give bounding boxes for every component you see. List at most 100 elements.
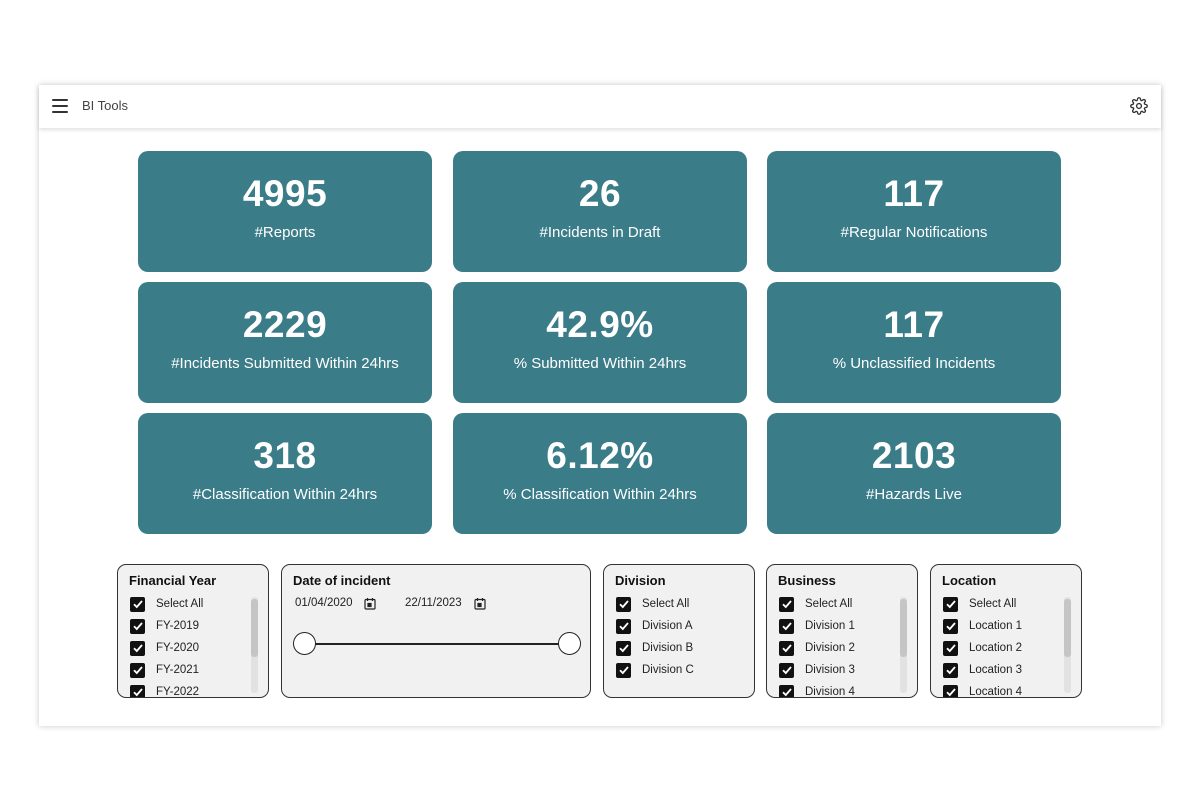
- app-title: BI Tools: [82, 98, 129, 113]
- kpi-value: 4995: [242, 173, 328, 214]
- kpi-label: #Incidents in Draft: [539, 224, 661, 241]
- kpi-label: #Incidents Submitted Within 24hrs: [171, 355, 399, 372]
- checkbox-option[interactable]: Select All: [943, 595, 1016, 613]
- checkbox-option[interactable]: Division 2: [779, 639, 855, 657]
- start-date-input[interactable]: 01/04/2020: [295, 597, 353, 609]
- kpi-label: #Regular Notifications: [840, 224, 988, 241]
- checkbox-option[interactable]: Division B: [616, 639, 693, 657]
- filter-division: Division Select All Division A Division …: [603, 564, 755, 698]
- filter-title: Location: [942, 573, 997, 588]
- kpi-value: 2229: [242, 304, 328, 345]
- filter-financial-year: Financial Year Select All FY-2019 FY-202…: [117, 564, 269, 698]
- kpi-tile-regular-notifications[interactable]: 117 #Regular Notifications: [767, 151, 1061, 272]
- top-bar: BI Tools: [39, 85, 1161, 128]
- kpi-value: 117: [883, 173, 945, 214]
- kpi-value: 6.12%: [546, 435, 654, 476]
- checkmark-icon[interactable]: [779, 640, 794, 656]
- option-label: Division C: [642, 664, 694, 676]
- kpi-label: #Reports: [254, 224, 316, 241]
- end-date-input[interactable]: 22/11/2023: [405, 597, 462, 609]
- kpi-tile-incidents-draft[interactable]: 26 #Incidents in Draft: [453, 151, 747, 272]
- filter-title: Business: [778, 573, 836, 588]
- kpi-label: % Unclassified Incidents: [832, 355, 996, 372]
- checkmark-icon[interactable]: [943, 640, 958, 656]
- checkbox-option[interactable]: FY-2021: [130, 661, 199, 679]
- checkmark-icon[interactable]: [616, 618, 631, 634]
- checkmark-icon[interactable]: [616, 662, 631, 678]
- checkmark-icon[interactable]: [779, 662, 794, 678]
- kpi-value: 117: [883, 304, 945, 345]
- filter-business: Business Select All Division 1 Division …: [766, 564, 918, 698]
- option-label: Select All: [642, 598, 690, 610]
- date-range-track[interactable]: [304, 643, 568, 645]
- checkmark-icon[interactable]: [130, 618, 145, 634]
- checkmark-icon[interactable]: [616, 640, 631, 656]
- checkmark-icon[interactable]: [130, 640, 145, 656]
- scrollbar[interactable]: [1064, 597, 1071, 693]
- filter-title: Financial Year: [129, 573, 217, 588]
- scrollbar-thumb[interactable]: [900, 599, 907, 657]
- checkmark-icon[interactable]: [130, 596, 145, 612]
- checkbox-option[interactable]: Division C: [616, 661, 694, 679]
- checkmark-icon[interactable]: [943, 618, 958, 634]
- option-label: Select All: [156, 598, 204, 610]
- checkbox-option[interactable]: Division 1: [779, 617, 855, 635]
- option-label: Location 3: [969, 664, 1023, 676]
- scrollbar-thumb[interactable]: [251, 599, 258, 657]
- checkmark-icon[interactable]: [130, 662, 145, 678]
- checkmark-icon[interactable]: [943, 596, 958, 612]
- checkbox-option[interactable]: Location 2: [943, 639, 1022, 657]
- kpi-tile-unclassified[interactable]: 117 % Unclassified Incidents: [767, 282, 1061, 403]
- checkmark-icon[interactable]: [779, 596, 794, 612]
- checkmark-icon[interactable]: [130, 684, 145, 697]
- checkbox-option[interactable]: Division A: [616, 617, 693, 635]
- option-label: Location 1: [969, 620, 1023, 632]
- checkmark-icon[interactable]: [943, 662, 958, 678]
- checkbox-option[interactable]: FY-2019: [130, 617, 199, 635]
- checkbox-option[interactable]: Select All: [779, 595, 852, 613]
- kpi-tile-percent-classification[interactable]: 6.12% % Classification Within 24hrs: [453, 413, 747, 534]
- kpi-value: 318: [253, 435, 317, 476]
- checkbox-option[interactable]: FY-2022: [130, 683, 199, 697]
- checkmark-icon[interactable]: [616, 596, 631, 612]
- option-label: Select All: [969, 598, 1017, 610]
- kpi-tile-incidents-submitted[interactable]: 2229 #Incidents Submitted Within 24hrs: [138, 282, 432, 403]
- option-label: Location 4: [969, 686, 1023, 698]
- scrollbar[interactable]: [251, 597, 258, 693]
- app-window: BI Tools 4995 #Reports 26 #Incidents in …: [39, 85, 1161, 726]
- kpi-value: 2103: [871, 435, 957, 476]
- checkbox-option[interactable]: Location 1: [943, 617, 1022, 635]
- checkbox-option[interactable]: Location 3: [943, 661, 1022, 679]
- filter-location: Location Select All Location 1 Location …: [930, 564, 1082, 698]
- checkmark-icon[interactable]: [943, 684, 958, 697]
- checkmark-icon[interactable]: [779, 684, 794, 697]
- checkbox-option[interactable]: Division 3: [779, 661, 855, 679]
- kpi-tile-reports[interactable]: 4995 #Reports: [138, 151, 432, 272]
- scrollbar[interactable]: [900, 597, 907, 693]
- range-start-handle[interactable]: [293, 632, 316, 655]
- kpi-tile-percent-submitted[interactable]: 42.9% % Submitted Within 24hrs: [453, 282, 747, 403]
- checkmark-icon[interactable]: [779, 618, 794, 634]
- scrollbar-thumb[interactable]: [1064, 599, 1071, 657]
- option-label: FY-2021: [156, 664, 200, 676]
- checkbox-option[interactable]: Division 4: [779, 683, 855, 697]
- checkbox-option[interactable]: Select All: [616, 595, 689, 613]
- checkbox-option[interactable]: Select All: [130, 595, 203, 613]
- kpi-value: 26: [578, 173, 622, 214]
- kpi-tile-hazards-live[interactable]: 2103 #Hazards Live: [767, 413, 1061, 534]
- checkbox-option[interactable]: FY-2020: [130, 639, 199, 657]
- option-label: Select All: [805, 598, 853, 610]
- kpi-tile-classification[interactable]: 318 #Classification Within 24hrs: [138, 413, 432, 534]
- gear-icon[interactable]: [1130, 97, 1148, 115]
- option-label: FY-2019: [156, 620, 200, 632]
- hamburger-icon[interactable]: [52, 99, 68, 113]
- calendar-icon[interactable]: [364, 597, 376, 610]
- option-label: FY-2020: [156, 642, 200, 654]
- kpi-label: #Hazards Live: [866, 486, 962, 503]
- kpi-label: #Classification Within 24hrs: [192, 486, 378, 503]
- calendar-icon[interactable]: [474, 597, 486, 610]
- option-label: Division A: [642, 620, 693, 632]
- checkbox-option[interactable]: Location 4: [943, 683, 1023, 698]
- kpi-label: % Submitted Within 24hrs: [513, 355, 687, 372]
- range-end-handle[interactable]: [558, 632, 581, 655]
